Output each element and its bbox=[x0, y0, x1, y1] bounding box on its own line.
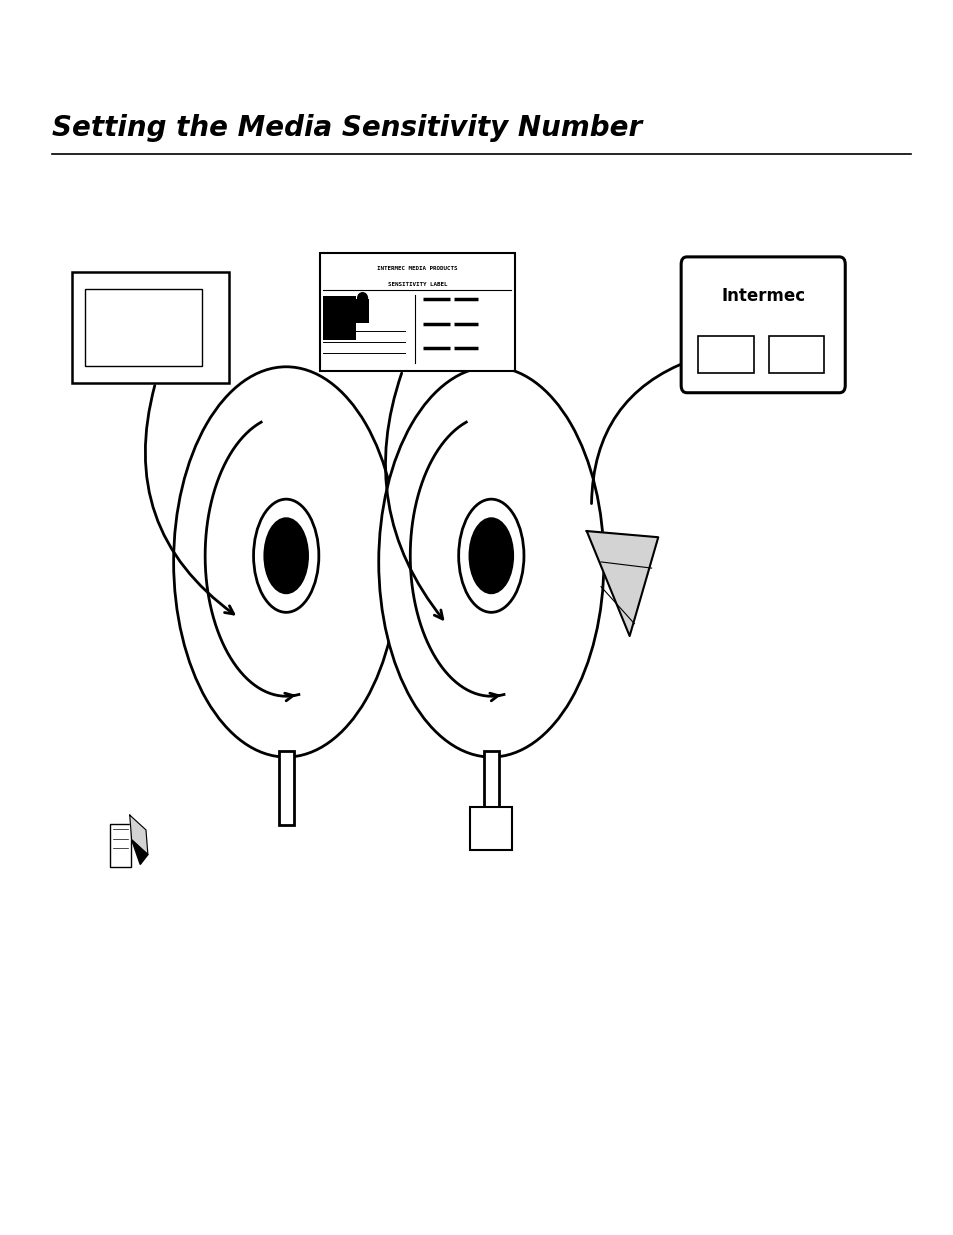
Text: INTERMEC MEDIA PRODUCTS: INTERMEC MEDIA PRODUCTS bbox=[376, 266, 457, 270]
Ellipse shape bbox=[378, 367, 603, 757]
Bar bbox=[355, 300, 369, 324]
Text: Setting the Media Sensitivity Number: Setting the Media Sensitivity Number bbox=[52, 114, 642, 142]
Polygon shape bbox=[586, 531, 658, 636]
Text: Intermec: Intermec bbox=[720, 287, 804, 305]
Text: SENSITIVITY LABEL: SENSITIVITY LABEL bbox=[387, 282, 447, 287]
Bar bbox=[768, 336, 823, 373]
Bar bbox=[698, 336, 753, 373]
FancyBboxPatch shape bbox=[680, 257, 844, 393]
Bar bbox=[319, 253, 515, 370]
Bar bbox=[323, 296, 355, 341]
Ellipse shape bbox=[265, 519, 307, 593]
Polygon shape bbox=[132, 840, 148, 864]
Ellipse shape bbox=[470, 519, 512, 593]
Bar bbox=[85, 289, 202, 366]
Ellipse shape bbox=[356, 291, 368, 304]
Bar bbox=[470, 806, 512, 850]
Bar bbox=[71, 272, 229, 383]
Polygon shape bbox=[130, 815, 148, 855]
Bar bbox=[483, 751, 498, 825]
Ellipse shape bbox=[173, 367, 398, 757]
Bar bbox=[110, 824, 131, 867]
Bar bbox=[278, 751, 294, 825]
